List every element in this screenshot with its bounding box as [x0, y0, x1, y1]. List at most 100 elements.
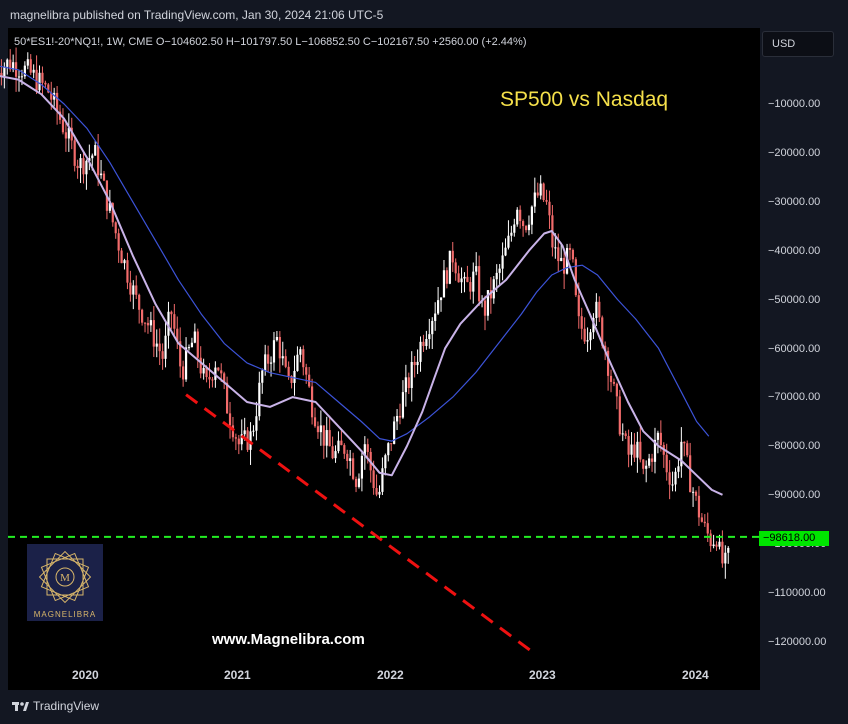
candle-down: [143, 322, 147, 324]
candle-down: [609, 375, 613, 382]
candle-up: [249, 431, 252, 450]
candle-down: [114, 222, 117, 234]
candle-down: [642, 459, 645, 469]
candle-down: [152, 320, 155, 347]
candle-up: [184, 347, 188, 380]
candle-down: [536, 192, 539, 196]
candle-down: [225, 382, 229, 414]
y-tick-label: −50000.00: [768, 294, 821, 306]
candle-up: [431, 320, 434, 335]
candle-up: [252, 430, 255, 432]
candle-down: [352, 458, 355, 479]
candle-down: [146, 322, 150, 326]
x-tick-label: 2024: [682, 668, 709, 682]
candle-up: [460, 278, 463, 283]
candle-up: [243, 430, 246, 435]
currency-button[interactable]: USD: [762, 31, 834, 57]
candle-down: [73, 140, 76, 166]
candle-down: [47, 84, 50, 93]
candle-down: [457, 273, 460, 283]
candle-down: [703, 521, 706, 524]
candle-down: [606, 350, 610, 376]
candle-down: [483, 300, 487, 316]
candle-up: [384, 455, 387, 469]
candle-down: [519, 209, 522, 222]
candle-up: [648, 458, 651, 466]
candle-down: [624, 433, 627, 437]
candle-down: [76, 165, 79, 169]
candle-up: [434, 313, 437, 321]
candle-down: [138, 294, 141, 310]
candle-up: [378, 491, 381, 495]
candle-down: [694, 491, 698, 496]
candle-down: [650, 458, 654, 462]
candle-down: [521, 221, 525, 227]
candle-down: [390, 443, 393, 445]
star-emblem-icon: M: [38, 550, 92, 604]
candle-up: [164, 335, 167, 359]
candle-down: [454, 262, 457, 274]
candle-up: [202, 368, 205, 374]
candle-up: [428, 334, 431, 340]
candle-up: [442, 270, 446, 298]
candle-down: [689, 455, 692, 493]
candle-down: [305, 367, 308, 375]
candle-up: [337, 440, 340, 452]
candle-down: [278, 336, 281, 359]
candle-up: [26, 59, 29, 66]
candle-up: [6, 59, 9, 67]
candle-down: [41, 72, 44, 83]
candle-down: [659, 432, 662, 446]
candle-up: [32, 69, 35, 73]
candle-down: [413, 361, 416, 366]
candle-down: [407, 377, 410, 388]
candle-up: [645, 465, 648, 469]
candle-down: [284, 356, 287, 367]
candle-down: [618, 396, 621, 435]
candle-up: [132, 285, 135, 295]
candle-down: [302, 349, 305, 368]
y-tick-label: −10000.00: [768, 98, 821, 110]
candle-up: [12, 62, 15, 70]
candle-down: [346, 453, 349, 461]
candle-up: [349, 458, 352, 461]
candle-down: [557, 247, 560, 262]
candle-up: [393, 421, 396, 444]
candle-down: [158, 343, 161, 352]
y-tick-label: −90000.00: [768, 489, 821, 501]
trendline-dashed: [185, 393, 538, 657]
chart-plot-area[interactable]: [8, 28, 760, 690]
candle-up: [187, 347, 191, 349]
candle-up: [501, 255, 504, 269]
candle-up: [334, 451, 337, 459]
candle-down: [612, 381, 616, 384]
candle-down: [469, 282, 472, 292]
candle-up: [85, 160, 88, 175]
candle-up: [108, 203, 111, 211]
candle-up: [656, 432, 660, 440]
candle-up: [674, 471, 677, 485]
candle-down: [721, 541, 724, 564]
candle-up: [38, 72, 41, 91]
candle-down: [35, 69, 38, 91]
candle-down: [237, 438, 240, 445]
candle-up: [691, 491, 695, 493]
candle-down: [574, 259, 577, 296]
candle-down: [706, 523, 709, 534]
candle-down: [220, 370, 223, 374]
candle-down: [478, 266, 481, 302]
x-tick-label: 2020: [72, 668, 99, 682]
header-bar: [0, 0, 848, 30]
candle-up: [155, 343, 158, 347]
candle-up: [724, 552, 727, 564]
candle-down: [50, 92, 53, 100]
ohlc-legend: 50*ES1!-20*NQ1!, 1W, CME O−104602.50 H−1…: [14, 36, 527, 48]
candle-up: [240, 434, 243, 445]
candle-down: [615, 383, 618, 397]
magnelibra-logo: M MAGNELIBRA: [27, 544, 103, 621]
candle-up: [448, 250, 451, 284]
y-tick-label: −40000.00: [768, 245, 821, 257]
candle-up: [395, 415, 399, 422]
candle-up: [416, 361, 419, 366]
